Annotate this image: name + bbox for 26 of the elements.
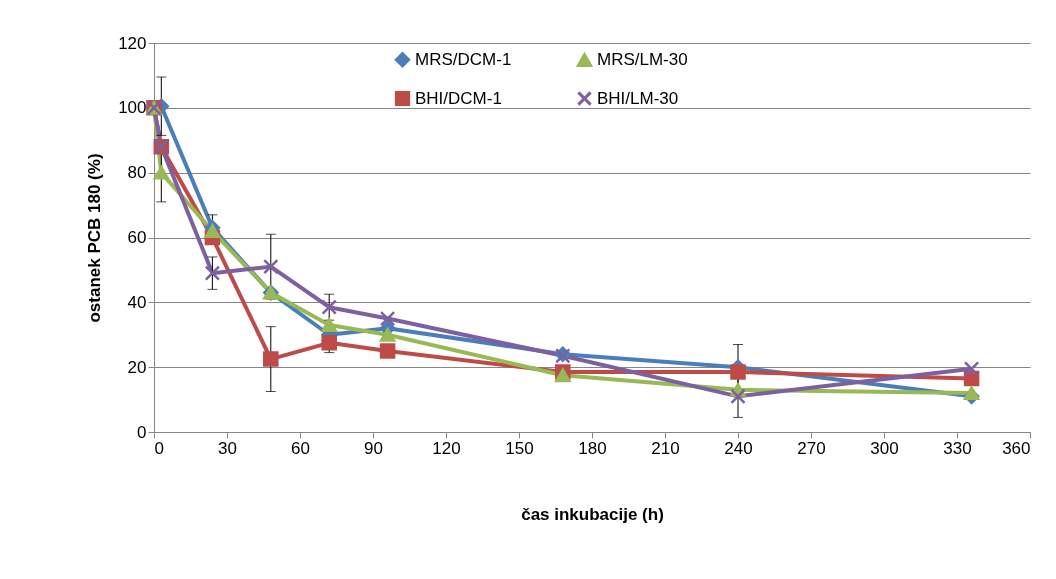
x-tick-label: 180: [578, 438, 607, 458]
y-tick-label: 40: [127, 292, 147, 312]
x-tick-label: 300: [870, 438, 899, 458]
x-tick-label: 360: [1002, 438, 1031, 458]
legend-label: MRS/DCM-1: [415, 49, 512, 69]
y-tick-label: 20: [127, 357, 147, 377]
y-tick-label: 100: [118, 98, 147, 118]
y-tick-label: 60: [127, 228, 147, 247]
x-tick-label: 30: [218, 438, 237, 458]
x-tick-label: 330: [943, 438, 972, 458]
legend-label: MRS/LM-30: [597, 50, 688, 70]
x-tick-label: 90: [364, 438, 383, 458]
x-tick-label: 240: [724, 438, 753, 458]
x-tick-label: 60: [291, 438, 310, 458]
y-axis-title: ostanek PCB 180 (%): [85, 153, 105, 323]
y-tick-label: 0: [137, 422, 147, 442]
y-tick-label: 120: [118, 33, 147, 53]
x-tick-label: 210: [651, 438, 680, 458]
x-tick-label: 120: [432, 438, 461, 458]
legend-label: BHI/DCM-1: [415, 88, 502, 108]
x-tick-label: 150: [505, 438, 534, 458]
y-tick-label: 80: [127, 163, 147, 183]
x-axis-title: čas inkubacije (h): [521, 504, 664, 524]
legend-label: BHI/LM-30: [597, 88, 679, 108]
x-tick-label: 270: [797, 438, 826, 458]
x-tick-label: 0: [154, 438, 164, 458]
